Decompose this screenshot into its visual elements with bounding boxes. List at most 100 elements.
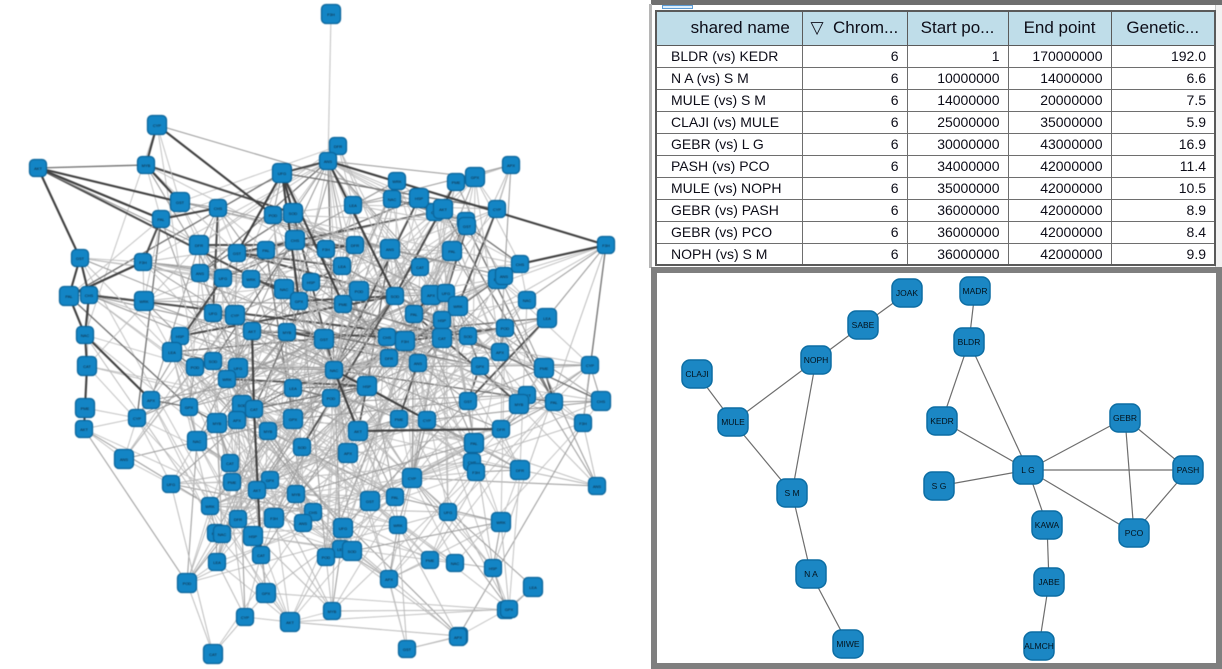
svg-text:ANS: ANS [120, 457, 129, 462]
svg-text:APX: APX [385, 577, 393, 582]
svg-text:DFR: DFR [385, 356, 393, 361]
svg-text:POD: POD [501, 326, 510, 331]
svg-text:MYB: MYB [142, 163, 151, 168]
svg-text:F3H: F3H [139, 260, 147, 265]
svg-text:UFG: UFG [339, 526, 347, 531]
svg-text:CAT: CAT [226, 461, 234, 466]
svg-text:WRK: WRK [453, 304, 463, 309]
svg-text:DFR: DFR [516, 468, 524, 473]
svg-text:GEBR: GEBR [1113, 413, 1137, 423]
svg-text:WRK: WRK [393, 523, 403, 528]
svg-text:NOPH: NOPH [804, 355, 829, 365]
svg-text:PAL: PAL [65, 294, 73, 299]
svg-text:AKT: AKT [248, 329, 256, 334]
svg-text:AKT: AKT [439, 207, 447, 212]
svg-text:APX: APX [233, 418, 241, 423]
svg-text:GPX: GPX [185, 405, 194, 410]
svg-text:PME: PME [339, 302, 348, 307]
svg-text:NAC: NAC [330, 368, 339, 373]
svg-text:CHS: CHS [85, 293, 94, 298]
svg-text:WRK: WRK [205, 504, 215, 509]
svg-text:SOD: SOD [298, 445, 307, 450]
svg-text:S G: S G [932, 481, 947, 491]
svg-text:POD: POD [322, 555, 331, 560]
svg-text:SOD: SOD [238, 403, 247, 408]
svg-text:CHS: CHS [383, 335, 392, 340]
svg-text:ALMCH: ALMCH [1024, 641, 1054, 651]
svg-text:HSP: HSP [415, 196, 424, 201]
svg-text:SOD: SOD [348, 549, 357, 554]
svg-text:POD: POD [183, 581, 192, 586]
svg-text:PME: PME [452, 180, 461, 185]
svg-text:HSP: HSP [363, 384, 372, 389]
svg-text:LEA: LEA [168, 350, 176, 355]
svg-text:F3H: F3H [322, 247, 330, 252]
svg-text:NAC: NAC [218, 532, 227, 537]
svg-text:LEA: LEA [337, 547, 345, 552]
svg-text:F3H: F3H [602, 243, 610, 248]
svg-text:LEA: LEA [338, 264, 346, 269]
svg-text:GST: GST [320, 337, 329, 342]
svg-text:APX: APX [507, 163, 515, 168]
svg-text:APX: APX [496, 350, 504, 355]
svg-text:WRK: WRK [392, 179, 402, 184]
svg-text:ANS: ANS [386, 247, 395, 252]
svg-text:APX: APX [147, 398, 155, 403]
svg-text:CHS: CHS [468, 460, 477, 465]
svg-text:NAC: NAC [388, 197, 397, 202]
svg-text:GPX: GPX [505, 607, 514, 612]
svg-text:KEDR: KEDR [930, 416, 954, 426]
svg-text:BLDR: BLDR [958, 337, 981, 347]
svg-text:DFR: DFR [334, 144, 342, 149]
svg-text:MYB: MYB [515, 402, 524, 407]
svg-text:PME: PME [426, 558, 435, 563]
svg-text:GST: GST [176, 200, 185, 205]
svg-text:ANS: ANS [414, 361, 423, 366]
svg-text:POD: POD [355, 289, 364, 294]
svg-text:PAL: PAL [470, 441, 478, 446]
svg-text:S M: S M [784, 488, 799, 498]
svg-text:POD: POD [269, 213, 278, 218]
svg-text:CAT: CAT [250, 407, 258, 412]
svg-text:CLAJI: CLAJI [685, 369, 708, 379]
svg-text:ANS: ANS [196, 271, 205, 276]
svg-text:PAL: PAL [157, 217, 165, 222]
svg-text:CYP: CYP [231, 313, 240, 318]
svg-text:CAT: CAT [209, 652, 217, 657]
svg-text:PME: PME [540, 366, 549, 371]
svg-text:UFG: UFG [167, 482, 175, 487]
svg-text:CHS: CHS [214, 206, 223, 211]
svg-text:LEA: LEA [349, 203, 357, 208]
svg-text:MYB: MYB [292, 492, 301, 497]
svg-text:SOD: SOD [209, 359, 218, 364]
svg-text:SOD: SOD [464, 334, 473, 339]
svg-text:MIWE: MIWE [836, 639, 859, 649]
svg-text:UFG: UFG [444, 510, 452, 515]
svg-text:GST: GST [76, 256, 85, 261]
svg-text:DFR: DFR [351, 243, 359, 248]
svg-text:GPX: GPX [289, 417, 298, 422]
svg-text:CYP: CYP [133, 416, 142, 421]
svg-text:ANS: ANS [593, 484, 602, 489]
svg-text:CYP: CYP [423, 418, 432, 423]
svg-text:NAC: NAC [523, 298, 532, 303]
svg-text:CYP: CYP [153, 123, 162, 128]
svg-text:CHS: CHS [309, 510, 318, 515]
svg-text:PAL: PAL [448, 249, 456, 254]
svg-text:L G: L G [1021, 465, 1034, 475]
svg-text:MYB: MYB [264, 429, 273, 434]
svg-text:GST: GST [463, 224, 472, 229]
svg-text:UFG: UFG [209, 311, 217, 316]
svg-text:GST: GST [366, 499, 375, 504]
svg-text:AKT: AKT [354, 429, 362, 434]
svg-text:LEA: LEA [213, 560, 221, 565]
svg-text:DFR: DFR [234, 517, 242, 522]
svg-text:GPX: GPX [262, 591, 271, 596]
svg-text:AKT: AKT [80, 427, 88, 432]
svg-text:ANS: ANS [299, 521, 308, 526]
svg-text:F3H: F3H [327, 12, 335, 17]
svg-text:ANS: ANS [324, 159, 333, 164]
svg-text:NAC: NAC [280, 287, 289, 292]
svg-text:MYB: MYB [283, 330, 292, 335]
svg-text:LEA: LEA [543, 316, 551, 321]
